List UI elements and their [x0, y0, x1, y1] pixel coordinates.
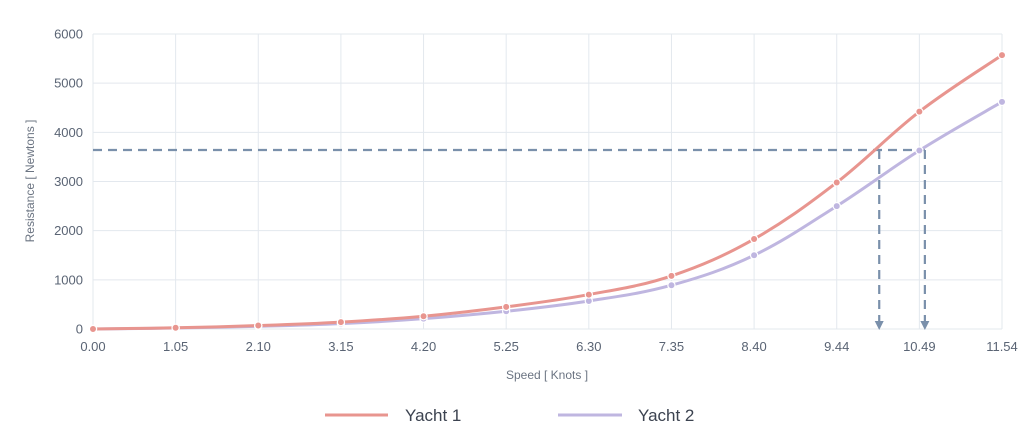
- annotation-lines: [93, 148, 930, 330]
- x-tick-label: 9.44: [824, 339, 849, 354]
- data-point-yacht-2[interactable]: [997, 97, 1007, 107]
- data-point-yacht-2[interactable]: [749, 251, 759, 260]
- y-tick-label: 5000: [54, 76, 83, 91]
- x-tick-label: 1.05: [163, 339, 188, 354]
- legend-label-yacht-2: Yacht 2: [638, 406, 694, 425]
- data-point-yacht-1[interactable]: [501, 302, 511, 312]
- data-points: [88, 50, 1007, 334]
- data-point-yacht-1[interactable]: [584, 290, 594, 299]
- y-tick-label: 1000: [54, 272, 83, 287]
- legend[interactable]: Yacht 1 Yacht 2: [325, 406, 694, 425]
- x-tick-label: 6.30: [576, 339, 601, 354]
- data-point-yacht-1[interactable]: [832, 178, 841, 187]
- y-tick-label: 0: [76, 322, 83, 337]
- data-point-yacht-1[interactable]: [749, 234, 759, 244]
- arrow-head-yacht-1: [874, 321, 884, 330]
- data-point-yacht-1[interactable]: [254, 321, 263, 330]
- data-point-yacht-1[interactable]: [336, 317, 346, 327]
- x-tick-label: 10.49: [903, 339, 936, 354]
- legend-item-yacht-1[interactable]: Yacht 1: [325, 406, 461, 425]
- data-point-yacht-2[interactable]: [915, 146, 924, 155]
- x-tick-label: 8.40: [741, 339, 766, 354]
- y-tick-label: 6000: [54, 27, 83, 42]
- y-tick-label: 3000: [54, 174, 83, 189]
- data-point-yacht-1[interactable]: [667, 271, 676, 281]
- series-line-yacht-1: [92, 53, 1003, 331]
- series-lines: [92, 53, 1003, 331]
- x-tick-label: 5.25: [494, 339, 519, 354]
- x-tick-label: 2.10: [246, 339, 271, 354]
- y-tick-label: 4000: [54, 125, 83, 140]
- tick-labels: 0.00 1.05 2.10 3.15 4.20 5.25 6.30 7.35 8.40 9.44…: [54, 27, 1018, 355]
- data-point-yacht-1[interactable]: [915, 107, 924, 116]
- data-point-yacht-2[interactable]: [832, 201, 841, 211]
- y-tick-label: 2000: [54, 223, 83, 238]
- series-line-yacht-2: [92, 100, 1003, 331]
- data-point-yacht-1[interactable]: [171, 323, 180, 332]
- legend-label-yacht-1: Yacht 1: [405, 406, 461, 425]
- data-point-yacht-2[interactable]: [667, 281, 676, 290]
- y-axis-title: Resistance [ Newtons ]: [23, 120, 37, 243]
- data-point-yacht-1[interactable]: [88, 324, 98, 334]
- data-point-yacht-1[interactable]: [997, 50, 1007, 60]
- x-tick-label: 11.54: [986, 339, 1018, 354]
- arrow-head-yacht-2: [920, 321, 930, 330]
- x-tick-label: 0.00: [80, 339, 105, 354]
- data-point-yacht-1[interactable]: [419, 312, 428, 321]
- x-tick-label: 7.35: [659, 339, 684, 354]
- legend-item-yacht-2[interactable]: Yacht 2: [558, 406, 694, 425]
- x-tick-label: 4.20: [411, 339, 436, 354]
- grid: [92, 33, 1003, 330]
- x-axis-title: Speed [ Knots ]: [506, 368, 588, 382]
- x-tick-label: 3.15: [328, 339, 353, 354]
